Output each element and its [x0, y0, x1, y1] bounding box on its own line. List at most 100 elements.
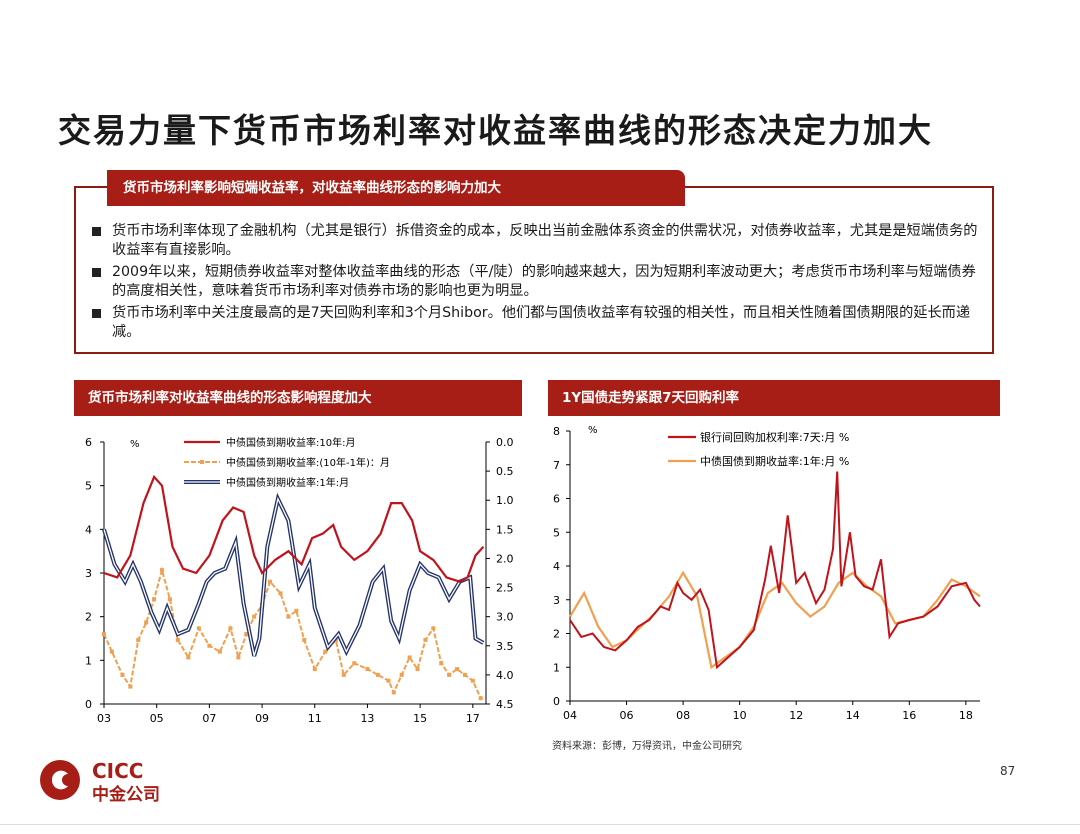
spread-point [278, 591, 283, 596]
y2-tick-label: 1.5 [496, 523, 514, 536]
spread-point [217, 649, 222, 654]
y-tick-label: 2 [85, 611, 92, 624]
y2-tick-label: 2.5 [496, 582, 514, 595]
spread-point [455, 667, 460, 672]
left-chart-title: 货币市场利率对收益率曲线的形态影响程度加大 [74, 380, 522, 416]
spread-point [462, 672, 467, 677]
x-tick-label: 09 [255, 712, 269, 725]
spread-point [423, 637, 428, 642]
y-tick-label: 0 [553, 695, 560, 708]
bullet-square-icon [92, 268, 101, 277]
y2-tick-label: 0.0 [496, 436, 514, 449]
spread-point [302, 637, 307, 642]
y-tick-label: 6 [85, 436, 92, 449]
y2-tick-label: 0.5 [496, 465, 514, 478]
series-1y-line [569, 570, 981, 670]
x-tick-label: 14 [846, 709, 860, 722]
spread-point [294, 608, 299, 613]
spread-point [312, 667, 317, 672]
y2-tick-label: 2.0 [496, 552, 514, 565]
y-tick-label: 3 [553, 594, 560, 607]
x-tick-label: 12 [789, 709, 803, 722]
spread-point [431, 626, 436, 631]
logo-swirl-icon [51, 770, 68, 790]
footer-divider [0, 824, 1080, 825]
spread-point [207, 643, 212, 648]
y-tick-label: 2 [553, 628, 560, 641]
legend-label: 中债国债到期收益率:10年:月 [226, 436, 355, 449]
legend-label: 银行间回购加权利率:7天:月 % [700, 430, 849, 444]
spread-point [478, 696, 483, 701]
x-tick-label: 10 [733, 709, 747, 722]
bullet-text: 2009年以来，短期债券收益率对整体收益率曲线的形态（平/陡）的影响越来越大，因… [112, 264, 976, 299]
spread-point [407, 655, 412, 660]
spread-point [267, 579, 272, 584]
legend-label: 中债国债到期收益率:1年:月 [226, 476, 349, 489]
x-tick-label: 13 [360, 712, 374, 725]
x-tick-label: 05 [150, 712, 164, 725]
y2-tick-label: 3.5 [496, 640, 514, 653]
spread-point [196, 626, 201, 631]
spread-point [186, 655, 191, 660]
legend-label: 中债国债到期收益率:(10年-1年)：月 [226, 456, 390, 469]
spread-point [128, 684, 133, 689]
logo-name: 中金公司 [92, 784, 160, 804]
y-tick-label: 6 [553, 493, 560, 506]
spread-point [252, 614, 257, 619]
spread-point [167, 597, 172, 602]
series-1y-inner [103, 496, 484, 657]
y2-tick-label: 4.5 [496, 698, 514, 711]
spread-point [152, 597, 157, 602]
y-tick-label: 3 [85, 567, 92, 580]
spread-point [136, 637, 141, 642]
y-tick-label: 1 [85, 654, 92, 667]
x-tick-label: 04 [563, 709, 577, 722]
bullet-text: 货币市场利率中关注度最高的是7天回购利率和3个月Shibor。他们都与国债收益率… [112, 305, 971, 340]
spread-point [391, 690, 396, 695]
page-number: 87 [1000, 764, 1016, 778]
page-title: 交易力量下货币市场利率对收益率曲线的形态决定力加大 [58, 111, 933, 150]
y-tick-label: 0 [85, 698, 92, 711]
x-tick-label: 17 [466, 712, 480, 725]
x-tick-label: 16 [902, 709, 916, 722]
logo-brand: CICC [92, 759, 143, 783]
x-tick-label: 03 [97, 712, 111, 725]
legend-label: 中债国债到期收益率:1年:月 % [700, 454, 849, 468]
spread-point [399, 672, 404, 677]
spread-point [439, 661, 444, 666]
source-note: 资料来源：彭博，万得资讯，中金公司研究 [552, 741, 742, 752]
legend-swatch-spread-marker [200, 460, 204, 464]
spread-point [415, 667, 420, 672]
spread-point [236, 655, 241, 660]
spread-point [286, 614, 291, 619]
unit-label: % [130, 439, 140, 450]
spread-point [365, 667, 370, 672]
x-tick-label: 11 [308, 712, 322, 725]
spread-point [470, 678, 475, 683]
left-chart: 0 1 2 3 4 5 6 0.0 0.5 1.0 1.5 2.0 2.5 3.0 3.5 4.0 4.5 03 0… [85, 436, 514, 725]
spread-point [447, 672, 452, 677]
bullet-square-icon [92, 227, 101, 236]
y-tick-label: 1 [553, 661, 560, 674]
x-tick-label: 06 [620, 709, 634, 722]
spread-point [244, 632, 249, 637]
spread-point [109, 649, 114, 654]
bullet-item: 2009年以来，短期债券收益率对整体收益率曲线的形态（平/陡）的影响越来越大，因… [88, 263, 988, 301]
y-tick-label: 7 [553, 459, 560, 472]
x-tick-label: 18 [959, 709, 973, 722]
series-spread-line [103, 566, 482, 699]
y2-tick-label: 4.0 [496, 669, 514, 682]
bullet-text: 货币市场利率体现了金融机构（尤其是银行）拆借资金的成本，反映出当前金融体系资金的… [112, 223, 978, 258]
bullet-square-icon [92, 309, 101, 318]
spread-point [323, 649, 328, 654]
spread-point [102, 632, 106, 637]
spread-point [375, 672, 380, 677]
y-tick-label: 4 [553, 560, 560, 573]
right-chart-title: 1Y国债走势紧跟7天回购利率 [548, 380, 1000, 416]
y2-tick-label: 3.0 [496, 611, 514, 624]
spread-point [159, 568, 164, 573]
spread-point [228, 626, 233, 631]
bullet-item: 货币市场利率体现了金融机构（尤其是银行）拆借资金的成本，反映出当前金融体系资金的… [88, 222, 988, 260]
series-10y-line [103, 474, 485, 583]
